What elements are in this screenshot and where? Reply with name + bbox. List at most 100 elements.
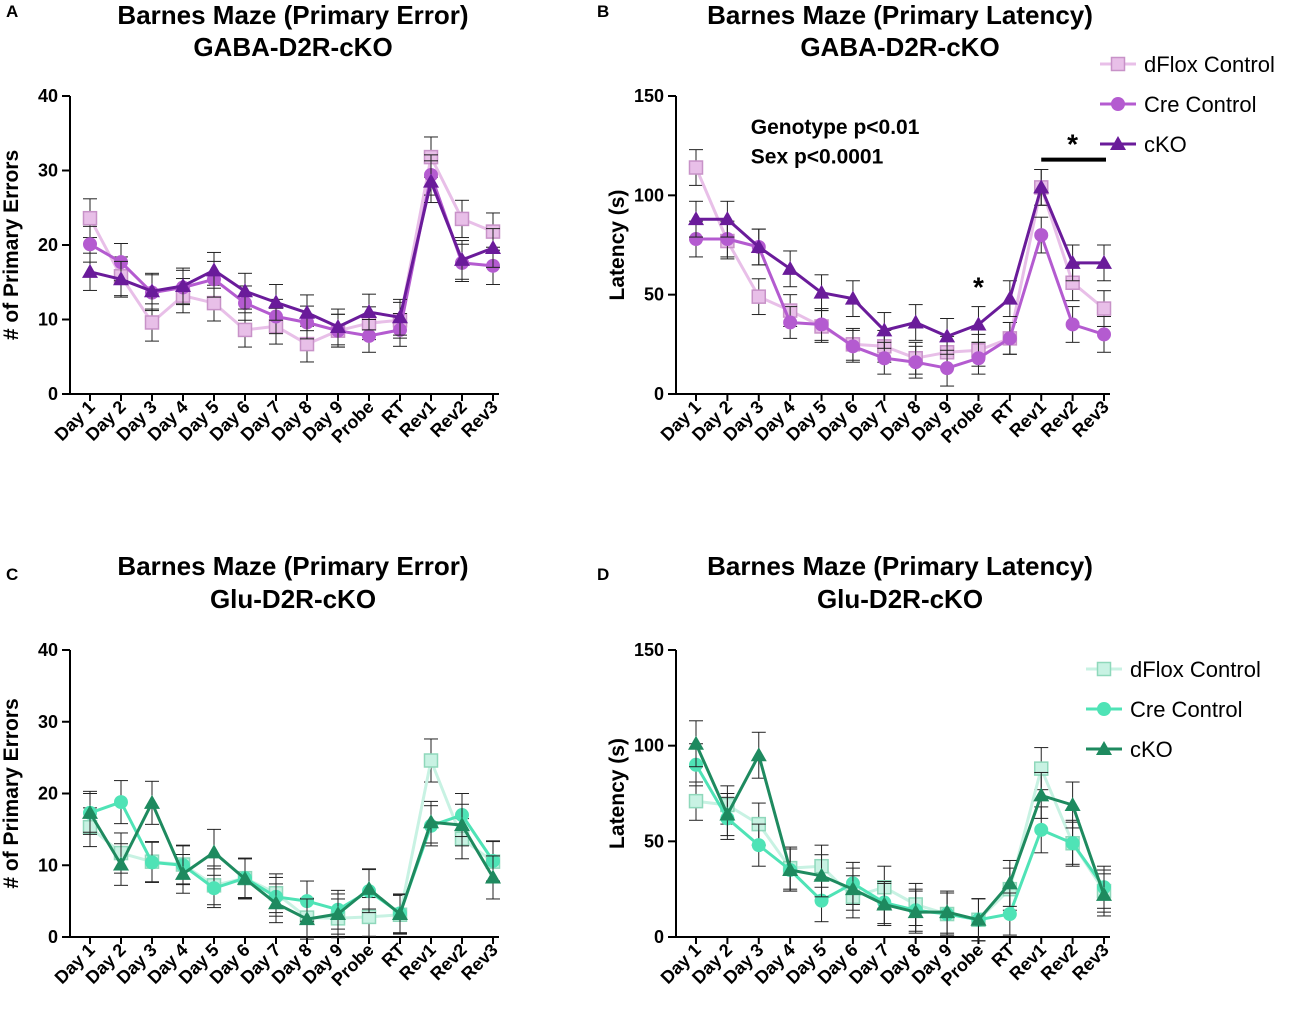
data-point-triangle bbox=[268, 895, 284, 910]
y-tick-label: 40 bbox=[38, 640, 58, 660]
series-line bbox=[694, 166, 1105, 360]
data-point-triangle bbox=[719, 806, 736, 821]
data-point-triangle bbox=[299, 304, 315, 319]
panel-a-subtitle: GABA-D2R-cKO bbox=[193, 32, 392, 62]
data-point-triangle bbox=[782, 862, 799, 877]
data-point-triangle bbox=[1064, 796, 1081, 811]
data-point-square bbox=[688, 160, 704, 175]
data-point-triangle bbox=[268, 294, 284, 309]
data-point-triangle bbox=[237, 283, 253, 298]
data-point-triangle bbox=[1001, 875, 1018, 890]
data-point-circle bbox=[1065, 317, 1080, 332]
data-point-circle bbox=[751, 838, 766, 853]
legend-label: Cre Control bbox=[1144, 92, 1256, 117]
data-point-triangle bbox=[813, 284, 830, 299]
series-line bbox=[694, 743, 1106, 922]
data-point-triangle bbox=[175, 865, 191, 880]
x-tick-label: Rev3 bbox=[1068, 397, 1113, 442]
data-point-triangle bbox=[454, 817, 470, 832]
data-point-circle bbox=[145, 855, 159, 870]
significance-star: * bbox=[1067, 129, 1078, 160]
data-point-circle bbox=[1034, 822, 1049, 837]
y-tick-label: 100 bbox=[634, 185, 664, 205]
data-point-triangle bbox=[330, 906, 346, 921]
y-tick-label: 0 bbox=[654, 384, 664, 404]
data-point-circle bbox=[908, 355, 923, 370]
data-point-triangle bbox=[361, 880, 377, 895]
legend-marker-triangle bbox=[1110, 136, 1126, 150]
data-point-triangle bbox=[485, 869, 501, 884]
data-point-circle bbox=[877, 351, 892, 366]
data-point-circle bbox=[1002, 907, 1017, 922]
y-tick-label: 0 bbox=[48, 927, 58, 947]
data-point-triangle bbox=[392, 906, 408, 921]
y-tick-label: 20 bbox=[38, 784, 58, 804]
panel-letter-a: A bbox=[6, 2, 18, 21]
data-point-circle bbox=[689, 232, 703, 247]
data-point-square bbox=[144, 315, 160, 330]
data-point-circle bbox=[1002, 331, 1017, 346]
legend-label: cKO bbox=[1144, 132, 1187, 157]
panel-letter-d: D bbox=[597, 565, 609, 584]
data-point-triangle bbox=[206, 262, 222, 277]
data-point-triangle bbox=[144, 283, 160, 298]
data-point-square bbox=[423, 753, 439, 768]
legend-label: Cre Control bbox=[1130, 697, 1242, 722]
data-point-circle bbox=[114, 795, 128, 810]
data-point-triangle bbox=[750, 238, 767, 253]
data-point-circle bbox=[845, 339, 860, 354]
data-point-triangle bbox=[688, 735, 704, 750]
data-point-triangle bbox=[392, 309, 408, 324]
data-point-square bbox=[1096, 301, 1112, 316]
legend-marker-circle bbox=[1111, 97, 1125, 111]
panel-letter-c: C bbox=[6, 565, 18, 584]
data-point-triangle bbox=[907, 904, 924, 919]
y-tick-label: 10 bbox=[38, 855, 58, 875]
y-tick-label: 0 bbox=[48, 384, 58, 404]
legend-marker-square bbox=[1096, 661, 1112, 677]
series-cko bbox=[688, 169, 1112, 355]
data-point-circle bbox=[1065, 836, 1080, 851]
data-point-triangle bbox=[782, 260, 799, 275]
y-tick-label: 0 bbox=[654, 927, 664, 947]
data-point-circle bbox=[83, 237, 97, 252]
data-point-triangle bbox=[970, 911, 987, 926]
y-tick-label: 30 bbox=[38, 161, 58, 181]
legend-label: cKO bbox=[1130, 737, 1173, 762]
data-point-circle bbox=[1097, 327, 1111, 342]
data-point-triangle bbox=[82, 804, 98, 819]
data-point-triangle bbox=[844, 290, 861, 305]
data-point-circle bbox=[971, 351, 986, 366]
data-point-triangle bbox=[299, 911, 315, 926]
panel-c-subtitle: Glu-D2R-cKO bbox=[210, 584, 376, 614]
y-axis-label: # of Primary Errors bbox=[0, 150, 23, 340]
series-line bbox=[695, 767, 1106, 922]
legend-marker-square bbox=[1110, 56, 1126, 72]
data-point-triangle bbox=[206, 844, 222, 859]
data-point-circle bbox=[1034, 228, 1049, 243]
y-tick-label: 150 bbox=[634, 86, 664, 106]
data-point-triangle bbox=[330, 318, 346, 333]
data-point-triangle bbox=[423, 814, 439, 829]
data-point-circle bbox=[814, 317, 829, 332]
x-tick-label: Rev3 bbox=[1068, 940, 1113, 985]
y-tick-label: 50 bbox=[644, 831, 664, 851]
data-point-triangle bbox=[1001, 290, 1018, 305]
data-point-triangle bbox=[907, 314, 924, 329]
panel-d-subtitle: Glu-D2R-cKO bbox=[817, 584, 983, 614]
y-tick-label: 150 bbox=[634, 640, 664, 660]
data-point-triangle bbox=[113, 856, 129, 871]
series-dflox-control bbox=[688, 149, 1112, 375]
series-line bbox=[89, 180, 494, 329]
data-point-triangle bbox=[485, 239, 501, 254]
data-point-square bbox=[688, 793, 704, 809]
data-point-square bbox=[751, 289, 767, 304]
series-cko bbox=[688, 720, 1112, 942]
x-tick-label: Rev3 bbox=[457, 940, 502, 985]
data-point-triangle bbox=[82, 263, 98, 278]
data-point-triangle bbox=[939, 328, 956, 343]
series-line bbox=[88, 801, 495, 921]
